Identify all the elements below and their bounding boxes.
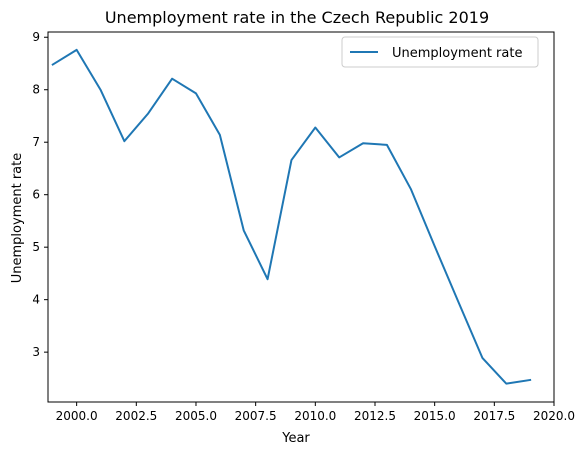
- y-tick-label: 7: [32, 135, 40, 149]
- series-line-0: [51, 48, 532, 385]
- x-tick-label: 2007.5: [235, 409, 277, 423]
- y-tick-label: 9: [32, 30, 40, 44]
- data-point: [123, 140, 125, 142]
- data-point: [147, 112, 149, 114]
- plot-area: [47, 31, 555, 403]
- data-point: [362, 142, 364, 144]
- x-tick-label: 2005.0: [175, 409, 217, 423]
- data-point: [100, 89, 102, 91]
- data-point: [410, 188, 412, 190]
- data-point: [195, 92, 197, 94]
- legend-box: [341, 36, 539, 68]
- data-point: [52, 64, 54, 66]
- plot-background: [48, 32, 554, 402]
- data-point: [267, 278, 269, 280]
- data-point: [290, 159, 292, 161]
- y-tick-label: 4: [32, 293, 40, 307]
- y-tick-label: 3: [32, 345, 40, 359]
- data-point: [219, 134, 221, 136]
- data-point: [529, 379, 531, 381]
- data-point: [505, 383, 507, 385]
- data-point: [386, 144, 388, 146]
- data-point: [481, 357, 483, 359]
- data-point: [314, 127, 316, 129]
- x-axis: 2000.0 2002.5 2005.0 2007.5 2010.0 2012.5 2015…: [56, 402, 575, 423]
- y-axis-label: Unemployment rate: [10, 153, 25, 283]
- x-tick-label: 2010.0: [294, 409, 336, 423]
- x-tick-label: 2012.5: [354, 409, 396, 423]
- y-tick-label: 8: [32, 83, 40, 97]
- data-point: [458, 301, 460, 303]
- y-axis: 3 4 5 6 7 8 9: [32, 30, 48, 359]
- x-tick-label: 2002.5: [115, 409, 157, 423]
- legend-series-label: Unemployment rate: [392, 46, 522, 61]
- x-tick-label: 2015.0: [414, 409, 456, 423]
- x-tick-label: 2017.5: [473, 409, 515, 423]
- plot-frame: [47, 31, 555, 403]
- x-tick-label: 2020.0: [533, 409, 575, 423]
- data-point: [243, 229, 245, 231]
- data-point: [76, 49, 78, 51]
- data-point: [434, 245, 436, 247]
- data-point: [338, 156, 340, 158]
- y-tick-label: 5: [32, 240, 40, 254]
- data-point: [171, 78, 173, 80]
- chart-title: Unemployment rate in the Czech Republic …: [105, 8, 489, 27]
- y-tick-label: 6: [32, 188, 40, 202]
- legend: Unemployment rate: [341, 36, 539, 68]
- x-axis-label: Year: [281, 431, 310, 446]
- x-tick-label: 2000.0: [56, 409, 98, 423]
